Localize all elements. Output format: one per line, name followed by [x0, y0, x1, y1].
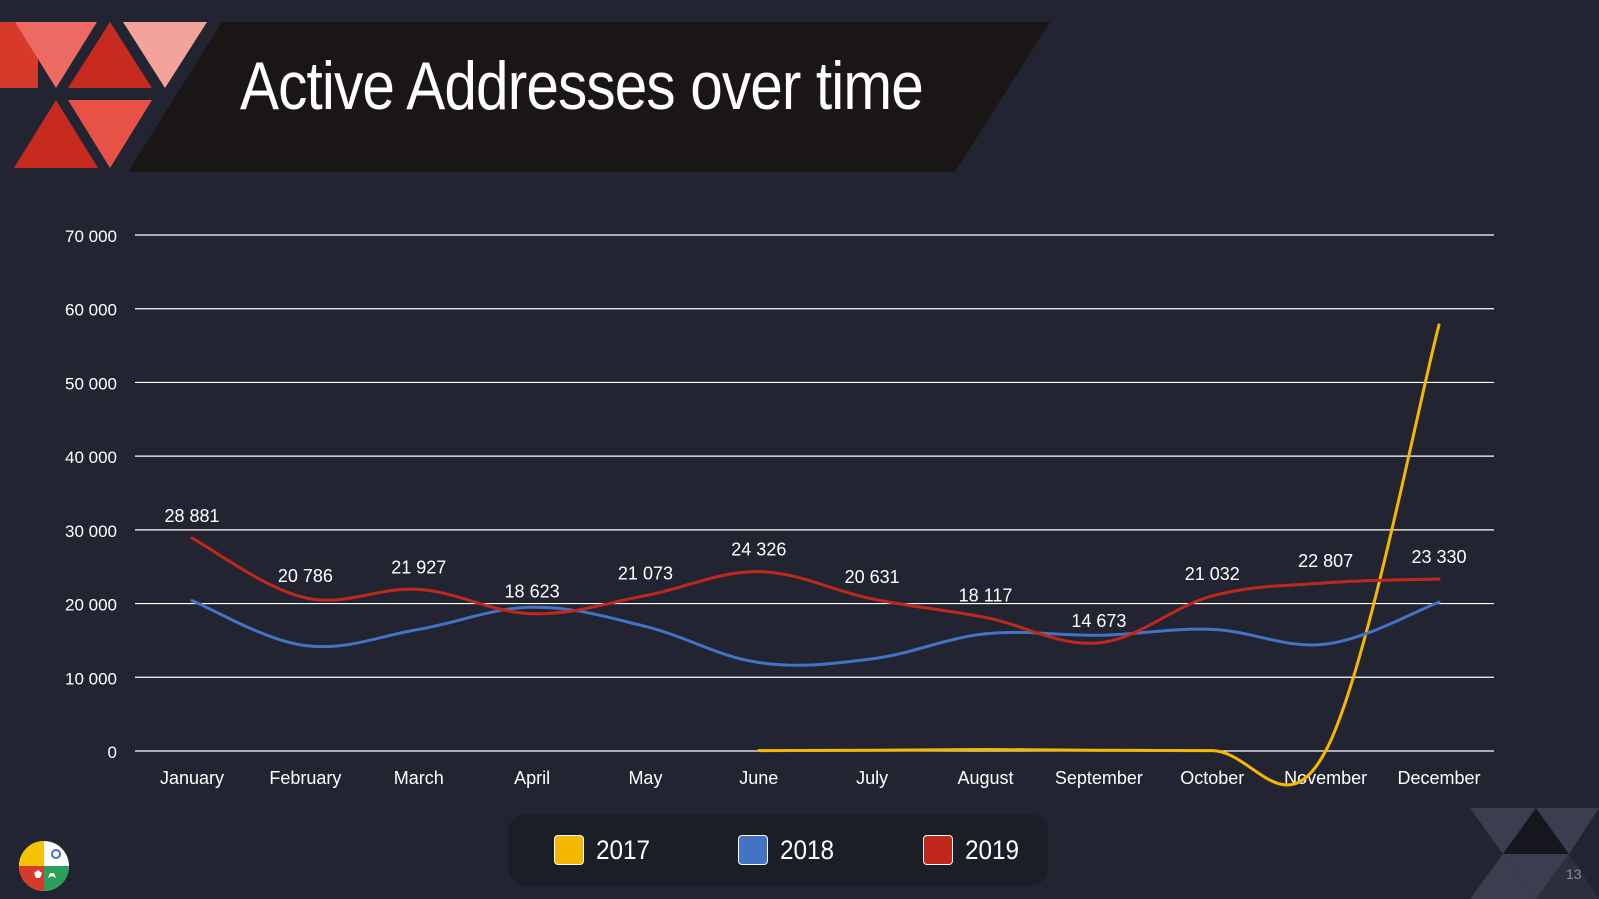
- x-tick-label: May: [628, 768, 662, 788]
- y-tick-label: 50 000: [65, 374, 117, 393]
- y-tick-label: 40 000: [65, 448, 117, 467]
- legend-label-2017: 2017: [596, 834, 651, 865]
- data-label-2019: 24 326: [731, 540, 786, 560]
- legend-swatch-2019: [923, 835, 953, 865]
- data-label-2019: 21 032: [1185, 564, 1240, 584]
- data-label-2019: 18 117: [959, 585, 1013, 605]
- x-tick-label: July: [856, 768, 888, 788]
- y-tick-label: 30 000: [65, 522, 117, 541]
- data-label-2019: 20 786: [278, 566, 333, 586]
- x-tick-label: April: [514, 768, 550, 788]
- data-label-2019: 22 807: [1298, 551, 1353, 571]
- legend-item-2019: 2019: [923, 834, 1025, 866]
- x-tick-label: September: [1055, 768, 1143, 788]
- grid-lines: [135, 234, 1494, 752]
- y-tick-label: 0: [108, 743, 117, 762]
- x-tick-label: August: [958, 768, 1014, 788]
- colorful-circle-logo-icon: [19, 841, 69, 891]
- data-label-2019: 20 631: [845, 567, 900, 587]
- triangle-pattern-icon: [1470, 808, 1599, 899]
- header-banner: [0, 22, 1050, 172]
- title-banner-background: [128, 22, 1050, 172]
- legend-label-2018: 2018: [780, 834, 835, 865]
- x-tick-label: January: [160, 768, 224, 788]
- x-tick-label: March: [394, 768, 444, 788]
- x-tick-label: October: [1180, 768, 1244, 788]
- series-line-2017: [757, 323, 1441, 787]
- data-label-2019: 18 623: [505, 582, 560, 602]
- y-tick-label: 70 000: [65, 227, 117, 246]
- data-labels: 28 881 20 786 21 927 18 623 21 073 24 326 20 6…: [164, 506, 1466, 631]
- triangle-pattern-icon: [0, 22, 207, 168]
- x-tick-label: June: [739, 768, 778, 788]
- legend-item-2018: 2018: [738, 834, 840, 866]
- legend-swatch-2018: [738, 835, 768, 865]
- y-axis-tick-labels: 0 10 000 20 000 30 000 40 000 50 000 60 000 70 …: [65, 227, 117, 762]
- legend: 2017 2018 2019: [508, 814, 1048, 886]
- y-tick-label: 20 000: [65, 596, 117, 615]
- data-label-2019: 23 330: [1411, 547, 1466, 567]
- x-tick-label: November: [1284, 768, 1367, 788]
- x-axis-tick-labels: January February March April May June July Augu…: [160, 768, 1481, 788]
- data-label-2019: 21 073: [618, 564, 673, 584]
- series-lines: [190, 323, 1441, 787]
- page-number: 13: [1566, 866, 1582, 882]
- legend-swatch-2017: [554, 835, 584, 865]
- y-tick-label: 10 000: [65, 669, 117, 688]
- data-label-2019: 28 881: [164, 506, 219, 526]
- series-line-2019: [190, 536, 1441, 645]
- series-line-2018: [190, 599, 1441, 667]
- data-label-2019: 14 673: [1071, 611, 1126, 631]
- data-label-2019: 21 927: [391, 557, 446, 577]
- y-tick-label: 60 000: [65, 301, 117, 320]
- x-tick-label: February: [269, 768, 341, 788]
- legend-item-2017: 2017: [554, 834, 656, 866]
- legend-label-2019: 2019: [965, 834, 1020, 865]
- x-tick-label: December: [1397, 768, 1480, 788]
- slide-title: Active Addresses over time: [240, 48, 924, 124]
